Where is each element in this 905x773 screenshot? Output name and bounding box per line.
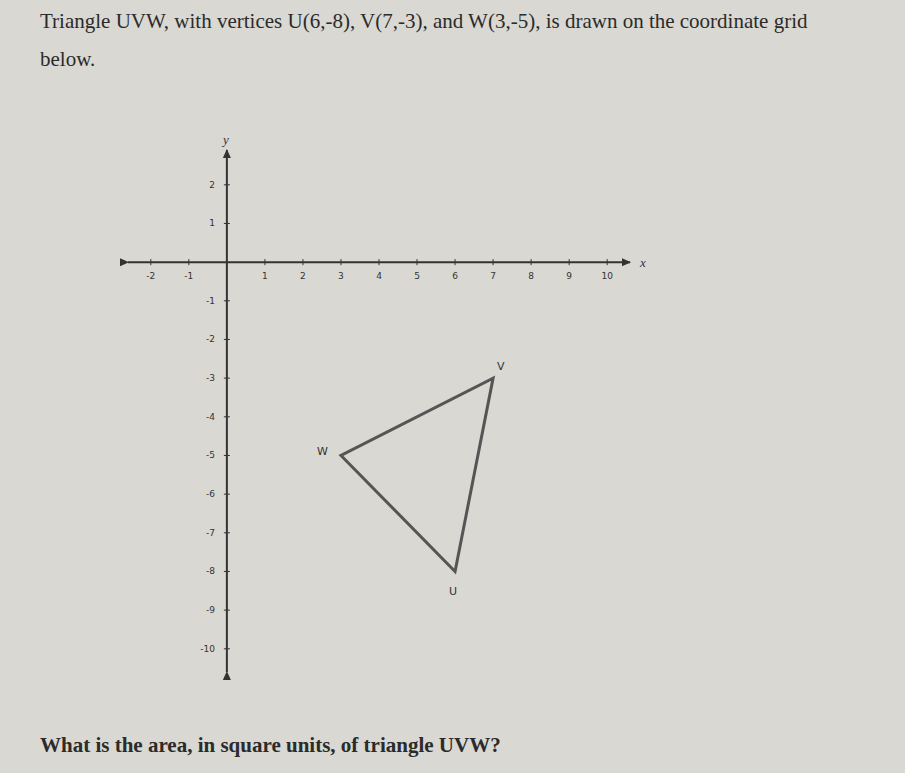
y-tick-label: -8 [206, 566, 215, 576]
x-tick [150, 259, 151, 265]
y-tick-label: 2 [209, 180, 215, 190]
x-tick-label: 4 [376, 271, 382, 281]
y-tick-label: -3 [206, 373, 215, 383]
x-tick [188, 259, 189, 265]
vertex-label: W [317, 445, 328, 458]
vertex-label: U [449, 585, 457, 598]
y-tick [224, 494, 230, 495]
y-tick-label: -1 [206, 296, 215, 306]
intro-text: Triangle UVW, with vertices U(6,-8), V(7… [40, 2, 840, 78]
x-tick [569, 259, 570, 265]
x-tick-label: 8 [528, 271, 534, 281]
y-tick-label: -6 [206, 489, 215, 499]
y-tick [224, 300, 230, 301]
y-tick-label: -2 [206, 334, 215, 344]
x-tick-label: 9 [566, 271, 572, 281]
x-tick-label: 3 [338, 271, 344, 281]
x-tick [417, 259, 418, 265]
x-tick [379, 259, 380, 265]
y-tick [224, 223, 230, 224]
x-tick [340, 259, 341, 265]
y-tick-label: -9 [206, 605, 215, 615]
x-tick [531, 259, 532, 265]
y-tick [224, 571, 230, 572]
y-tick-label: -7 [206, 528, 215, 538]
y-tick [224, 532, 230, 533]
x-tick-label: -2 [146, 271, 155, 281]
vertex-label: V [497, 360, 505, 373]
triangle [341, 378, 493, 571]
x-tick-label: 1 [262, 271, 268, 281]
y-tick [224, 610, 230, 611]
x-tick-label: 5 [414, 271, 420, 281]
y-tick [224, 339, 230, 340]
y-tick-label: -10 [200, 644, 215, 654]
y-axis-label: y [221, 132, 229, 147]
x-tick [264, 259, 265, 265]
x-axis-label: x [639, 255, 646, 270]
x-tick-label: 7 [490, 271, 496, 281]
y-tick [224, 416, 230, 417]
x-tick [607, 259, 608, 265]
coordinate-grid: x y -2 -1 1 2 3 4 5 6 7 8 9 10 2 1 -1 -2 -3 -4 -5 -6 -7 -8 -9 -10… [0, 0, 905, 773]
x-tick [455, 259, 456, 265]
x-tick [302, 259, 303, 265]
y-tick [224, 455, 230, 456]
y-axis [226, 150, 228, 672]
y-tick [224, 648, 230, 649]
x-tick-label: 2 [300, 271, 306, 281]
y-tick-label: 1 [209, 218, 215, 228]
x-tick [493, 259, 494, 265]
plot-area [341, 378, 493, 571]
question-text: What is the area, in square units, of tr… [40, 726, 840, 764]
y-tick [224, 378, 230, 379]
worksheet: Triangle UVW, with vertices U(6,-8), V(7… [0, 0, 905, 773]
y-tick-label: -4 [206, 412, 215, 422]
y-tick [224, 184, 230, 185]
x-tick-label: -1 [184, 271, 193, 281]
x-tick-label: 6 [452, 271, 458, 281]
y-tick-label: -5 [206, 450, 215, 460]
x-tick-label: 10 [601, 271, 613, 281]
